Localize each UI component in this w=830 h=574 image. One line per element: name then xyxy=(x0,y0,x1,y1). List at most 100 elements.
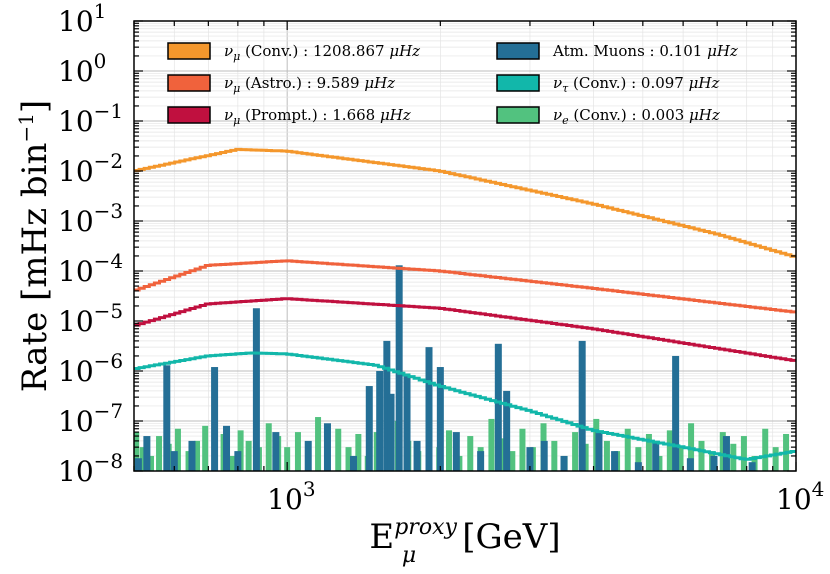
bar-atm-muons xyxy=(578,340,586,471)
bar-atm-muons xyxy=(395,265,403,471)
bar-conv-nue xyxy=(519,428,526,471)
y-tick-label: 100 xyxy=(58,49,106,88)
bar-conv-nue xyxy=(509,451,516,471)
bar-conv-nue xyxy=(446,430,453,471)
bar-atm-muons xyxy=(349,455,357,471)
bar-atm-muons xyxy=(387,393,395,471)
bar-atm-muons xyxy=(211,367,219,471)
plot-frame xyxy=(133,20,797,472)
bar-atm-muons xyxy=(143,436,151,471)
bar-conv-nue xyxy=(656,455,663,471)
bar-atm-muons xyxy=(595,432,603,471)
bar-atm-muons xyxy=(611,451,619,471)
bar-conv-nue xyxy=(719,432,726,471)
bar-conv-nue xyxy=(488,418,495,471)
bar-conv-nue xyxy=(688,423,695,471)
bar-atm-muons xyxy=(494,343,502,471)
bar-atm-muons xyxy=(413,440,421,471)
series-prompt-numu xyxy=(134,297,796,362)
bar-conv-nue xyxy=(772,447,779,471)
bar-conv-nue xyxy=(572,432,579,471)
bar-atm-muons xyxy=(376,371,384,471)
bar-conv-nue xyxy=(740,436,747,471)
legend-entry-prompt-numu: νμ (Prompt.) : 1.668 μHz xyxy=(167,106,411,127)
bar-conv-nue xyxy=(265,423,272,471)
bar-atm-muons xyxy=(560,455,568,471)
bar-conv-nue xyxy=(194,440,201,471)
bar-conv-nue xyxy=(635,447,642,471)
y-tick-label: 101 xyxy=(58,0,106,38)
bar-conv-nue xyxy=(245,440,252,471)
bar-atm-muons xyxy=(188,440,196,471)
legend-label-conv-nue: νe (Conv.) : 0.003 μHz xyxy=(553,106,720,127)
bar-atm-muons xyxy=(710,455,718,471)
bar-conv-nue xyxy=(294,432,301,471)
x-axis-label: Eproxy μ [GeV] xyxy=(369,515,560,568)
bar-conv-nue xyxy=(677,447,684,471)
bar-atm-muons xyxy=(526,447,534,471)
legend-label-atm-muons: Atm. Muons : 0.101 μHz xyxy=(552,42,738,60)
x-tick-label: 104 xyxy=(776,477,824,516)
bar-atm-muons xyxy=(365,386,373,471)
bar-conv-nue xyxy=(345,447,352,471)
legend-label-conv-nutau: ντ (Conv.) : 0.097 μHz xyxy=(553,74,719,95)
bar-conv-nue xyxy=(335,428,342,471)
x-tick-label: 103 xyxy=(267,477,315,516)
bar-atm-muons xyxy=(223,425,231,471)
series-atm-muons xyxy=(134,265,756,471)
legend-swatch-conv-nue xyxy=(496,106,540,124)
bar-atm-muons xyxy=(436,367,444,471)
y-axis-label: Rate [mHz bin−1] xyxy=(14,100,55,392)
series-conv-numu xyxy=(134,147,796,258)
bar-atm-muons xyxy=(425,347,433,471)
bar-atm-muons xyxy=(540,440,548,471)
legend-swatch-conv-numu xyxy=(167,42,211,60)
bar-conv-nue xyxy=(315,417,322,471)
bar-conv-nue xyxy=(624,428,631,471)
bar-conv-nue xyxy=(237,430,244,471)
grid xyxy=(133,20,797,472)
step-line-prompt-numu xyxy=(134,297,796,362)
legend-swatch-astro-numu xyxy=(167,74,211,92)
bar-atm-muons xyxy=(170,451,178,471)
legend-swatch-prompt-numu xyxy=(167,106,211,124)
bar-atm-muons xyxy=(503,390,511,471)
bar-conv-nue xyxy=(666,430,673,471)
bar-conv-nue xyxy=(645,433,652,471)
bar-atm-muons xyxy=(634,462,642,471)
legend-label-conv-numu: νμ (Conv.) : 1208.867 μHz xyxy=(224,42,420,63)
legend-entry-atm-muons: Atm. Muons : 0.101 μHz xyxy=(496,42,738,60)
ticks: 103 104 101 100 10−1 10−2 10−3 10−4 10−5 10−6 10−7… xyxy=(58,0,824,516)
y-tick-label: 10−7 xyxy=(58,399,123,438)
bar-atm-muons xyxy=(163,365,171,471)
y-tick-label: 10−3 xyxy=(58,199,123,238)
legend-swatch-conv-nutau xyxy=(496,74,540,92)
bar-conv-nue xyxy=(156,436,163,471)
bar-atm-muons xyxy=(304,440,312,471)
bar-conv-nue xyxy=(134,432,140,471)
bar-atm-muons xyxy=(252,308,260,471)
y-tick-label: 10−8 xyxy=(58,449,123,488)
bar-atm-muons xyxy=(452,432,460,471)
bar-atm-muons xyxy=(477,451,485,471)
y-tick-label: 10−1 xyxy=(58,99,123,138)
bar-conv-nue xyxy=(229,455,236,471)
bar-atm-muons xyxy=(383,340,391,471)
step-line-astro-numu xyxy=(134,259,796,314)
bar-atm-muons xyxy=(748,462,756,471)
bar-atm-muons xyxy=(672,355,680,471)
bar-conv-nue xyxy=(762,428,769,471)
legend-swatch-atm-muons xyxy=(496,42,540,60)
legend-entry-conv-nutau: ντ (Conv.) : 0.097 μHz xyxy=(496,74,719,95)
bar-atm-muons xyxy=(272,432,280,471)
y-tick-label: 10−4 xyxy=(58,249,123,288)
y-tick-label: 10−2 xyxy=(58,149,123,188)
bar-atm-muons xyxy=(652,440,660,471)
y-tick-label: 10−5 xyxy=(58,299,123,338)
legend-entry-conv-numu: νμ (Conv.) : 1208.867 μHz xyxy=(167,42,420,63)
legend-entry-astro-numu: νμ (Astro.) : 9.589 μHz xyxy=(167,74,395,95)
step-line-conv-numu xyxy=(134,147,796,258)
step-line-conv-nutau xyxy=(134,351,796,461)
series-conv-nutau xyxy=(134,351,796,461)
